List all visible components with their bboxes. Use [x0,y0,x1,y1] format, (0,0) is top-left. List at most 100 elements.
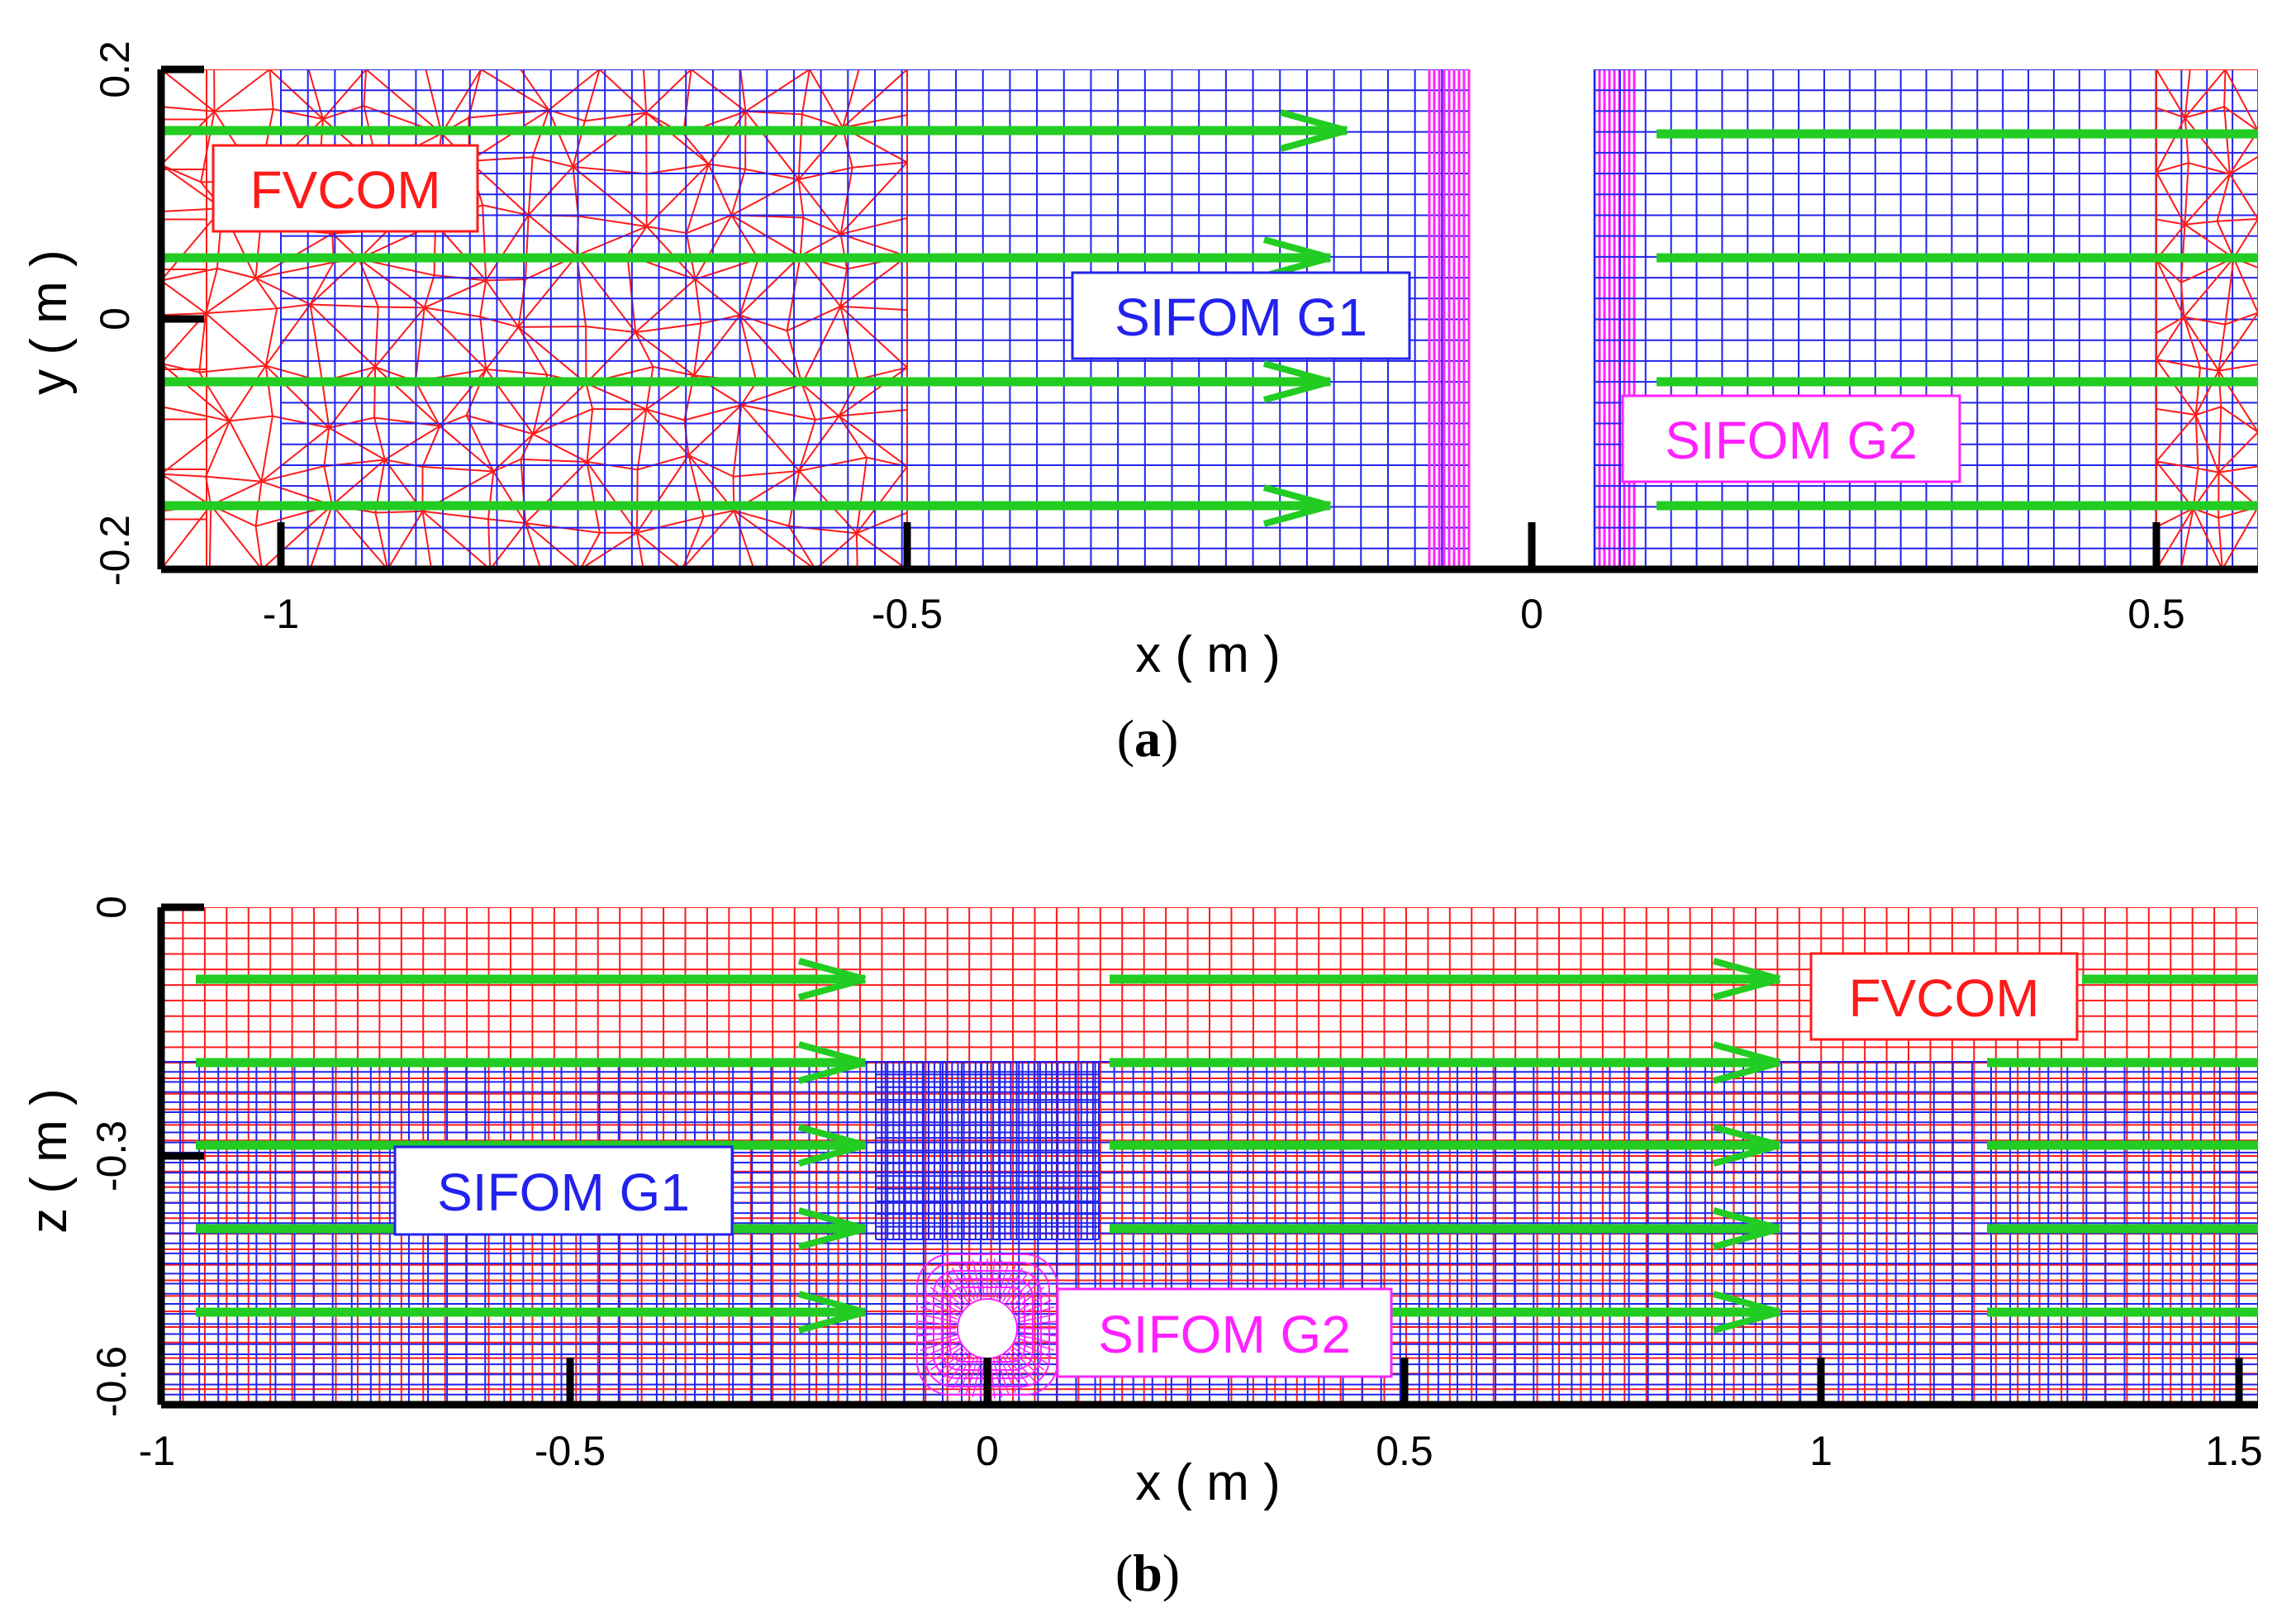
a-fvcom-right-tri-edge [2223,106,2258,132]
a-fvcom-tri-edge [744,168,799,181]
panel-a-x-tick-label: -0.5 [872,591,943,637]
a-fvcom-tri-edge [586,461,601,533]
a-fvcom-tri-edge [229,415,273,422]
a-fvcom-tri-edge [525,461,588,524]
panel-a-y-tick-label: -0.2 [92,515,138,586]
a-fvcom-tri-edge [682,69,692,135]
b-g2-spoke [951,1355,972,1390]
a-fvcom-tri-edge [730,178,800,216]
svg-text:FVCOM: FVCOM [250,160,440,220]
a-fvcom-tri-edge [210,504,263,569]
a-fvcom-tri-edge [269,69,274,110]
a-fvcom-tri-edge [839,306,908,369]
panel-b-x-tick-label: 0 [976,1428,999,1474]
b-g2-spoke [929,1346,963,1371]
panel-a-caption: (a) [1117,709,1179,768]
a-fvcom-tri-edge [527,157,534,216]
panel-b-caption: (b) [1115,1544,1180,1602]
a-fvcom-tri-edge [739,255,801,316]
a-fvcom-tri-edge [466,414,534,435]
a-fvcom-tri-edge [161,473,207,478]
a-fvcom-tri-edge [205,421,231,478]
a-fvcom-tri-edge [272,415,330,429]
a-fvcom-right-tri-edge [2156,407,2196,416]
a-fvcom-tri-edge [856,532,908,569]
a-fvcom-tri-edge [485,214,530,281]
panel-a-label-fvcom: FVCOM [212,144,479,233]
b-flow-arrow-left-head [797,1225,867,1250]
a-fvcom-tri-edge [733,510,755,569]
a-fvcom-tri-edge [487,471,495,520]
a-fvcom-tri-edge [739,314,787,332]
b-g2-spoke [996,1261,1010,1300]
a-fvcom-right-tri-edge [2156,507,2194,528]
a-fvcom-tri-edge [309,304,324,382]
b-flow-arrow-mid-head [1712,976,1781,1001]
a-fvcom-tri-edge [838,367,908,417]
panel-a-y-axis-title: y ( m ) [21,250,78,395]
a-fvcom-right-tri-edge [2216,221,2235,259]
panel-b-x-axis-title: x ( m ) [1135,1454,1281,1511]
a-fvcom-tri-edge [205,307,278,315]
a-fvcom-tri-edge [636,516,704,534]
a-fvcom-tri-edge [525,522,581,569]
a-fvcom-tri-edge [801,69,810,115]
a-fvcom-tri-edge [309,303,376,368]
b-flow-arrow-mid-head [1712,958,1781,982]
a-fvcom-tri-edge [855,533,858,569]
b-flow-arrow-mid-head [1712,1041,1781,1066]
a-fvcom-tri-edge [839,409,908,417]
a-fvcom-tri-edge [422,510,489,521]
b-flow-arrow-left-head [797,1309,867,1334]
a-fvcom-tri-edge [740,404,801,472]
a-flow-arrow-head [1262,360,1332,385]
a-fvcom-tri-edge [573,165,647,175]
panel-b-label-sifom-g1: SIFOM G1 [393,1145,734,1236]
b-g2-spoke [920,1338,958,1351]
b-g2-spoke [1012,1287,1045,1311]
a-fvcom-tri-edge [486,368,548,376]
b-g2-spoke [1018,1331,1058,1337]
panel-a-x-tick-label: -1 [263,591,299,637]
a-fvcom-tri-edge [322,105,364,120]
a-fvcom-right-tri-edge [2184,69,2191,118]
b-g2-spoke [951,1268,972,1302]
a-fvcom-tri-edge [586,461,638,534]
a-fvcom-tri-edge [374,307,425,368]
a-fvcom-tri-edge [205,312,267,367]
panel-a-sifom-g2-band-left [1428,69,1471,569]
a-fvcom-right-tri-edge [2156,259,2182,283]
a-fvcom-right-tri-edge [2156,259,2185,318]
b-g2-spoke [1016,1338,1055,1351]
svg-text:SIFOM G2: SIFOM G2 [1665,411,1918,470]
a-fvcom-tri-edge [730,169,747,216]
a-fvcom-tri-edge [255,261,335,279]
a-fvcom-right-tri-edge [2184,220,2218,226]
b-g2-spoke [923,1340,959,1358]
a-fvcom-tri-edge [309,505,334,569]
a-fvcom-right-tri-edge [2184,69,2227,119]
b-g2-spoke [926,1292,961,1314]
a-flow-arrow-head [1262,378,1332,403]
a-fvcom-tri-edge [440,69,482,135]
panel-b-x-tick-label: 1 [1809,1428,1833,1474]
a-fvcom-tri-edge [815,415,839,421]
a-fvcom-right-tri-edge [2184,223,2235,259]
panel-a-y-tick-label: 0.2 [92,40,138,98]
a-fvcom-tri-edge [254,227,262,278]
a-fvcom-tri-edge [839,306,859,380]
a-fvcom-tri-edge [815,532,858,569]
panel-a-x-tick-label: 0.5 [2127,591,2185,637]
a-fvcom-tri-edge [645,163,710,227]
a-fvcom-right-tri-edge [2198,467,2219,473]
a-fvcom-tri-edge [520,433,535,460]
a-fvcom-tri-edge [487,518,526,525]
b-flow-arrow-mid-head [1712,1142,1781,1167]
a-fvcom-tri-edge [208,505,212,569]
panel-b-sifom-g1-mesh [161,1061,2258,1405]
a-fvcom-tri-edge [161,267,218,282]
a-fvcom-right-tri-edge [2218,312,2258,372]
b-flow-arrow-mid-head [1712,1225,1781,1250]
b-g2-spoke [993,1259,1003,1298]
a-fvcom-tri-edge [586,326,636,334]
